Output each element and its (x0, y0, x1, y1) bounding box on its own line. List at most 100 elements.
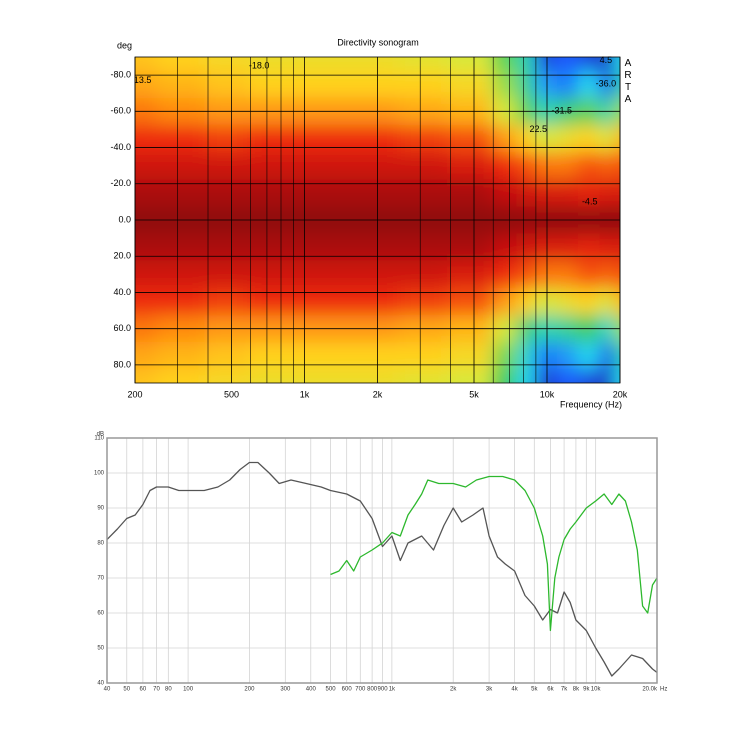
y-tick-label: 40 (97, 681, 104, 687)
heat-cell (135, 369, 157, 383)
x-tick-label: 40 (104, 687, 111, 693)
heat-cell (341, 342, 400, 370)
heat-cell (614, 179, 620, 207)
heat-cell (577, 369, 600, 383)
heat-cell (341, 260, 400, 289)
heat-cell (535, 152, 558, 180)
heat-cell (516, 369, 536, 383)
heat-cell (398, 124, 448, 153)
heat-cell (577, 57, 600, 72)
x-tick-label: 70 (153, 687, 160, 693)
heat-cell (285, 369, 342, 383)
heat-cell (341, 152, 400, 180)
heat-cell (577, 260, 600, 289)
response-line (330, 475, 657, 632)
heat-cell (135, 152, 157, 180)
heat-cell (447, 152, 493, 180)
heat-cell (398, 369, 448, 383)
heat-cell (599, 152, 615, 180)
y-tick-label: -80.0 (110, 69, 131, 79)
plot-background (107, 438, 657, 683)
heat-cell (556, 152, 579, 180)
heat-cell (341, 124, 400, 153)
x-tick-label: 900 (378, 687, 389, 693)
heat-cell (614, 57, 620, 72)
chart-title: Directivity sonogram (337, 37, 419, 47)
heat-cell (156, 342, 206, 370)
x-tick-label: 50 (123, 687, 130, 693)
x-tick-label: 5k (469, 389, 479, 399)
heat-cell (599, 260, 615, 289)
heat-cell (516, 70, 536, 99)
y-tick-label: 80.0 (113, 359, 131, 369)
heat-cell (614, 233, 620, 262)
heat-cell (516, 287, 536, 316)
heat-cell (491, 57, 517, 72)
heat-cell (599, 233, 615, 262)
lines (107, 461, 657, 677)
heat-cell (204, 57, 250, 72)
heat-cell (285, 342, 342, 370)
heat-cell (535, 287, 558, 316)
heat-cell (556, 233, 579, 262)
heat-cell (156, 369, 206, 383)
heat-cell (491, 152, 517, 180)
heat-cell (516, 342, 536, 370)
heat-cell (447, 342, 493, 370)
x-tick-label: 100 (183, 687, 194, 693)
heat-cell (516, 124, 536, 153)
x-tick-label: 8k (573, 687, 580, 693)
x-tick-label: 6k (547, 687, 554, 693)
heat-cell (599, 342, 615, 370)
heat-cell (204, 124, 250, 153)
heat-cell (249, 233, 287, 262)
heat-cell (614, 260, 620, 289)
contour-label: 22.5 (529, 124, 547, 134)
heat-cell (447, 233, 493, 262)
heat-cell (285, 152, 342, 180)
heat-cell (204, 152, 250, 180)
heat-cell (398, 57, 448, 72)
heat-cell (491, 124, 517, 153)
heat-cell (285, 57, 342, 72)
heat-cell (556, 369, 579, 383)
x-tick-label: 600 (342, 687, 353, 693)
heat-cell (447, 260, 493, 289)
heat-cell (577, 287, 600, 316)
heat-cell (398, 342, 448, 370)
frequency-response: 40 50 60 70 80 90 100 110 40 50 60 70 80 100 200 300 400… (94, 432, 667, 693)
heat-cell (599, 287, 615, 316)
heat-cell (249, 260, 287, 289)
heat-cell (135, 342, 157, 370)
x-tick-label: 80 (165, 687, 172, 693)
x-tick-label: 10k (591, 687, 602, 693)
heat-cell (135, 260, 157, 289)
heat-cell (156, 124, 206, 153)
heat-cell (556, 260, 579, 289)
heat-cell (614, 152, 620, 180)
y-axis-label: deg (117, 40, 132, 50)
y-tick-label: 70 (97, 576, 104, 582)
heat-cell (577, 70, 600, 99)
heat-cell (516, 57, 536, 72)
x-tick-label: 20k (613, 389, 628, 399)
heat-cell (341, 369, 400, 383)
x-tick-label: 700 (355, 687, 366, 693)
x-tick-label: 2k (450, 687, 457, 693)
y-tick-label: 110 (94, 436, 104, 442)
heat-cell (135, 124, 157, 153)
heat-cell (614, 342, 620, 370)
contour-label: -4.5 (582, 196, 598, 206)
contour-label: 13.5 (134, 75, 152, 85)
heat-cell (204, 260, 250, 289)
heat-cell (447, 369, 493, 383)
x-tick-label: 1k (389, 687, 396, 693)
x-tick-label: 1k (300, 389, 310, 399)
heat-cell (577, 152, 600, 180)
x-tick-label: 500 (224, 389, 239, 399)
heat-cell (577, 342, 600, 370)
heat-cell (135, 287, 157, 316)
heat-cell (614, 124, 620, 153)
heat-cell (614, 70, 620, 99)
